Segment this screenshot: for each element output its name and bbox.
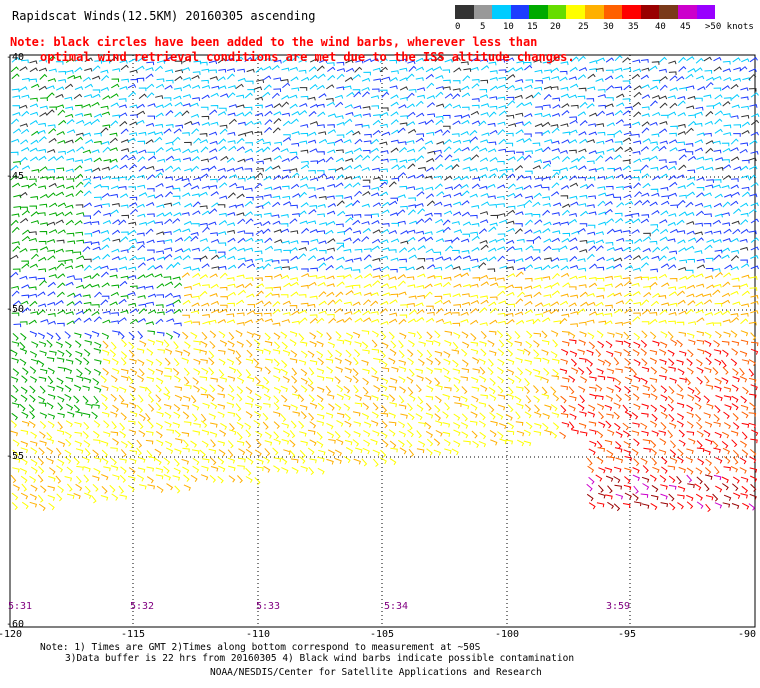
- time-label: 3:59: [606, 601, 631, 612]
- contamination-note-line-1: Note: black circles have been added to t…: [10, 35, 538, 49]
- time-label: 5:33: [256, 601, 281, 612]
- colorbar-tick-label: 5: [480, 22, 486, 32]
- map-border: [9, 54, 756, 628]
- colorbar-tick-label: 45: [680, 22, 691, 32]
- latitude-label: -45: [6, 171, 25, 182]
- map-grid: [10, 55, 755, 627]
- latitude-label: -60: [6, 619, 25, 630]
- colorbar-tick-label: 15: [527, 22, 538, 32]
- longitude-label: -115: [121, 629, 146, 640]
- footer-note-line-2: 3)Data buffer is 22 hrs from 20160305 4)…: [65, 653, 575, 664]
- colorbar-tick-label: >50 knots: [705, 22, 754, 32]
- wind-barbs: [10, 55, 760, 512]
- colorbar-tick-label: 35: [628, 22, 639, 32]
- footer-credit: NOAA/NESDIS/Center for Satellite Applica…: [210, 667, 542, 678]
- colorbar-segment: [473, 5, 493, 19]
- colorbar-tick-label: 40: [655, 22, 666, 32]
- colorbar-segment: [677, 5, 697, 19]
- colorbar-tick-label: 10: [503, 22, 514, 32]
- colorbar-segment: [566, 5, 586, 19]
- colorbar-segment: [547, 5, 567, 19]
- colorbar-segment: [696, 5, 716, 19]
- longitude-label: -120: [0, 629, 23, 640]
- time-label: 5:31: [8, 601, 33, 612]
- latitude-label: -55: [6, 451, 25, 462]
- longitude-label: -105: [370, 629, 395, 640]
- time-label: 5:34: [384, 601, 409, 612]
- colorbar-tick-label: 25: [578, 22, 589, 32]
- map-title: Rapidscat Winds(12.5KM) 20160305 ascendi…: [12, 9, 316, 23]
- latitude-label: -40: [6, 52, 25, 63]
- colorbar-tick-label: 30: [603, 22, 614, 32]
- longitude-label: -110: [246, 629, 271, 640]
- longitude-label: -90: [738, 629, 757, 640]
- colorbar-segment: [529, 5, 548, 19]
- colorbar-segment: [659, 5, 678, 19]
- colorbar-segment: [622, 5, 641, 19]
- colorbar-tick-label: 0: [455, 22, 461, 32]
- colorbar-tick-label: 20: [550, 22, 561, 32]
- colorbar-segment: [455, 5, 474, 19]
- longitude-label: -95: [618, 629, 637, 640]
- time-label: 5:32: [130, 601, 155, 612]
- wind-speed-colorbar: [455, 5, 716, 19]
- footer-note-line-1: Note: 1) Times are GMT 2)Times along bot…: [40, 642, 481, 653]
- contamination-note-line-2: optimal wind retrieval conditions are me…: [40, 50, 575, 64]
- colorbar-segment: [640, 5, 660, 19]
- latitude-label: -50: [6, 304, 25, 315]
- longitude-label: -100: [495, 629, 520, 640]
- colorbar-segment: [510, 5, 530, 19]
- colorbar-segment: [492, 5, 511, 19]
- colorbar-segment: [603, 5, 623, 19]
- colorbar-segment: [585, 5, 604, 19]
